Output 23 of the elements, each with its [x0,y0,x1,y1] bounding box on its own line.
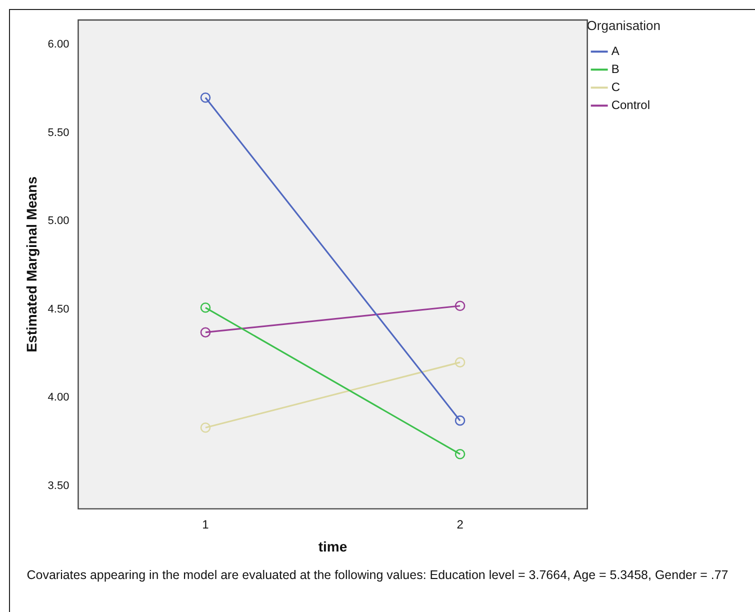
point [200,327,211,338]
legend-label: C [611,80,620,94]
point [200,302,211,313]
x-axis-title: time [318,538,348,554]
y-tick-label: 5.50 [48,126,70,139]
x-tick-label: 2 [456,517,464,532]
point [454,415,466,426]
point [200,92,211,103]
legend-label: A [611,44,620,58]
point [454,448,466,460]
y-tick-label: 3.50 [48,480,70,492]
point [454,357,466,368]
point [454,300,466,312]
text: Covariates appearing in the model are evaluated at the following values: Education level = 3.7664, Age = 5.3458, Gender = .77 [26,568,730,582]
legend-label: Control [611,98,650,112]
legend-label: B [611,62,620,76]
point [200,422,211,433]
y-tick-label: 4.00 [48,392,70,404]
y-tick-label: 5.00 [48,215,70,228]
x-tick-label: 1 [202,517,210,532]
y-axis-title: Estimated Marginal Means [23,176,40,352]
y-tick-label: 6.00 [48,38,70,51]
y-tick-label: 4.50 [48,303,70,316]
